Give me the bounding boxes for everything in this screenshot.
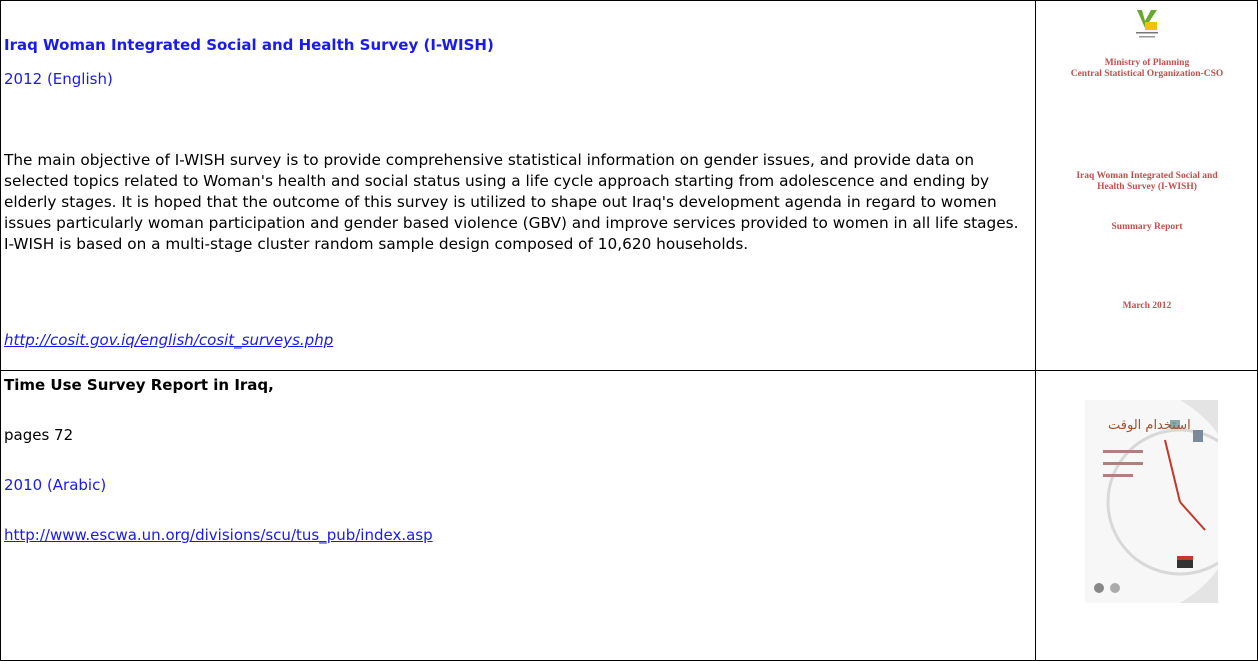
survey-pages: pages 72 <box>4 426 73 444</box>
cover-title: Iraq Woman Integrated Social and <box>1036 171 1258 182</box>
cover-logo <box>1133 8 1161 42</box>
survey-description: The main objective of I-WISH survey is t… <box>4 150 1029 255</box>
cover-title: Health Survey (I-WISH) <box>1036 182 1258 193</box>
column-divider <box>1035 0 1036 661</box>
cover-subtitle: Summary Report <box>1036 222 1258 233</box>
cover-org: Ministry of Planning <box>1036 58 1258 69</box>
cover-org: Central Statistical Organization-CSO <box>1036 69 1258 80</box>
survey-link[interactable]: http://www.escwa.un.org/divisions/scu/tu… <box>4 526 433 544</box>
survey-edition: 2012 (English) <box>4 70 113 88</box>
cover-title: استخدام الوقت <box>1108 418 1191 433</box>
row-divider <box>0 370 1258 371</box>
survey-title: Time Use Survey Report in Iraq, <box>4 376 274 394</box>
survey-title: Iraq Woman Integrated Social and Health … <box>4 36 494 54</box>
page: {"rows": [ {"title": "Iraq Woman Integra… <box>0 0 1258 661</box>
cover-date: March 2012 <box>1036 301 1258 312</box>
survey-edition: 2010 (Arabic) <box>4 476 106 494</box>
survey-link[interactable]: http://cosit.gov.iq/english/cosit_survey… <box>4 331 333 349</box>
